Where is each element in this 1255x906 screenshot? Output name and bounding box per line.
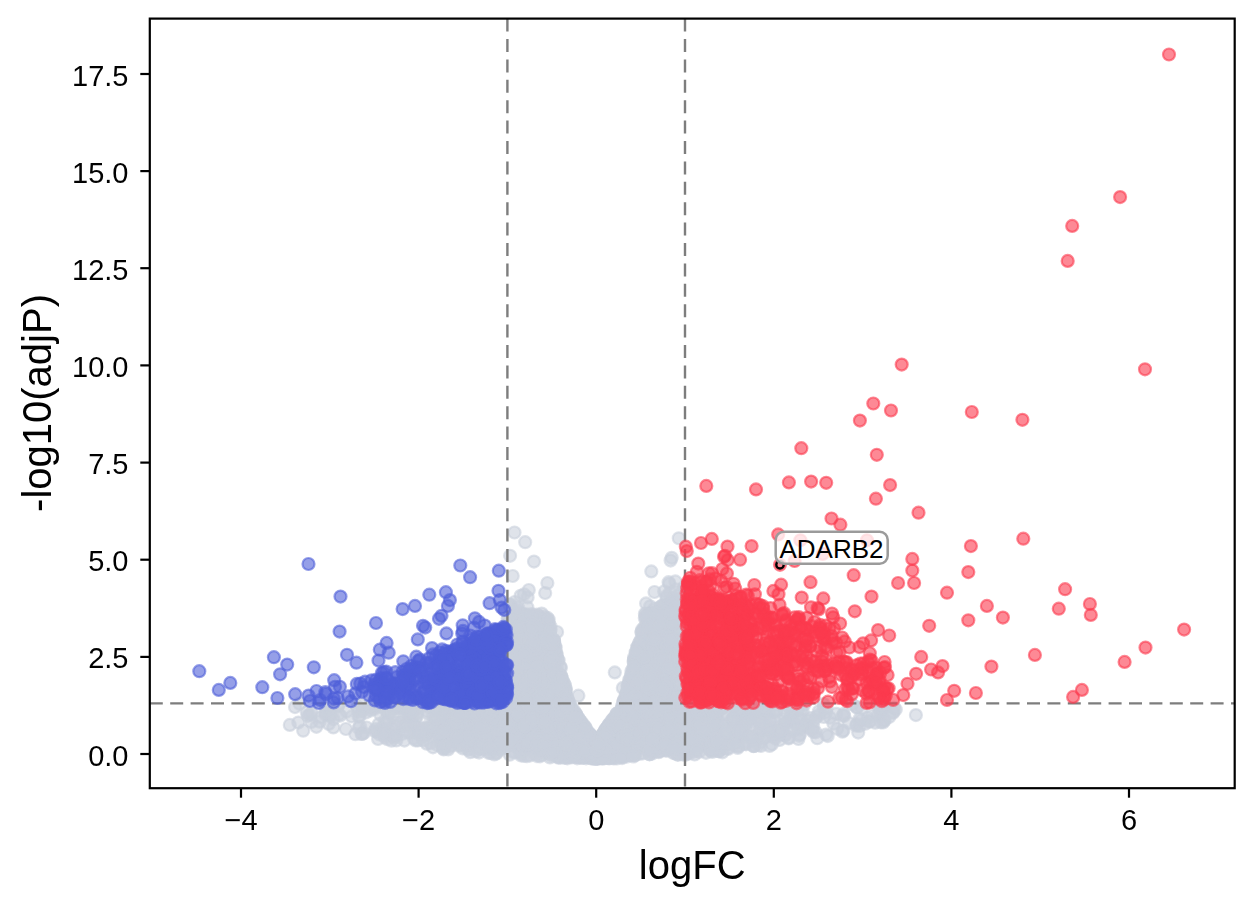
svg-text:5.0: 5.0 — [88, 545, 128, 577]
svg-text:0: 0 — [588, 804, 604, 836]
svg-text:17.5: 17.5 — [72, 60, 128, 92]
svg-text:−2: −2 — [402, 804, 435, 836]
svg-text:6: 6 — [1121, 804, 1137, 836]
svg-text:ADARB2: ADARB2 — [780, 534, 884, 564]
svg-text:0.0: 0.0 — [88, 740, 128, 772]
svg-text:10.0: 10.0 — [72, 351, 128, 383]
svg-text:logFC: logFC — [639, 843, 746, 887]
svg-text:4: 4 — [943, 804, 959, 836]
svg-text:12.5: 12.5 — [72, 254, 128, 286]
svg-text:2.5: 2.5 — [88, 642, 128, 674]
svg-text:7.5: 7.5 — [88, 448, 128, 480]
svg-text:−4: −4 — [224, 804, 257, 836]
svg-text:15.0: 15.0 — [72, 157, 128, 189]
svg-text:-log10(adjP): -log10(adjP) — [15, 294, 59, 512]
svg-text:2: 2 — [766, 804, 782, 836]
